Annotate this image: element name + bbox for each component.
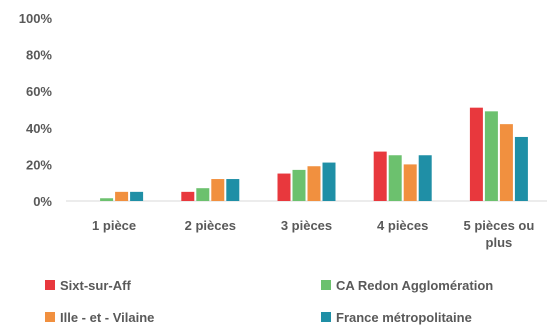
bar <box>469 107 483 201</box>
x-tick-label: 4 pièces <box>377 218 428 233</box>
legend-label: France métropolitaine <box>336 310 472 325</box>
bar <box>181 191 195 201</box>
bar <box>484 111 498 201</box>
bar <box>373 151 387 201</box>
bar <box>130 191 144 201</box>
x-tick-label: 1 pièce <box>92 218 136 233</box>
legend-swatch <box>321 312 331 322</box>
x-tick-label: 2 pièces <box>185 218 236 233</box>
y-tick-label: 0% <box>33 194 52 209</box>
bar <box>388 155 402 201</box>
x-tick-label: plus <box>486 235 513 250</box>
bar <box>211 179 225 201</box>
bar <box>226 179 240 201</box>
bar <box>514 136 528 201</box>
bar <box>292 169 306 201</box>
x-axis: 1 pièce 2 pièces 3 pièces 4 pièces 5 pièces … <box>92 218 534 250</box>
bar <box>403 164 417 201</box>
legend-swatch <box>321 280 331 290</box>
legend-swatch <box>45 312 55 322</box>
bars <box>100 107 528 201</box>
y-tick-label: 100% <box>19 11 53 26</box>
y-axis: 0% 20% 40% 60% 80% 100% <box>19 11 53 209</box>
bar <box>499 124 513 201</box>
bar <box>307 166 321 201</box>
bar <box>322 162 336 201</box>
legend-label: Sixt-sur-Aff <box>60 278 131 293</box>
bar <box>277 173 291 201</box>
legend-label: Ille - et - Vilaine <box>60 310 154 325</box>
bar <box>100 198 114 201</box>
y-tick-label: 80% <box>26 48 52 63</box>
y-tick-label: 60% <box>26 84 52 99</box>
y-tick-label: 20% <box>26 157 52 172</box>
x-tick-label: 5 pièces ou <box>463 218 534 233</box>
legend-label: CA Redon Agglomération <box>336 278 493 293</box>
y-tick-label: 40% <box>26 121 52 136</box>
legend: Sixt-sur-Aff CA Redon Agglomération Ille -… <box>45 278 493 325</box>
bar <box>196 188 210 201</box>
x-tick-label: 3 pièces <box>281 218 332 233</box>
legend-swatch <box>45 280 55 290</box>
bar <box>115 191 129 201</box>
bar <box>418 155 432 201</box>
